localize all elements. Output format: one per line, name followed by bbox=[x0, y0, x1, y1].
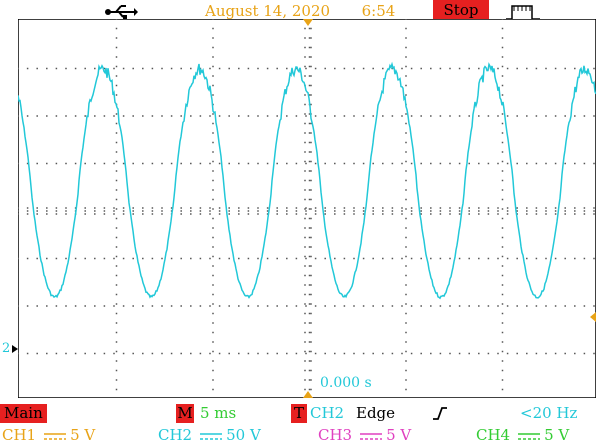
dc-coupling-icon bbox=[360, 433, 383, 440]
ch2-marker-arrow-icon bbox=[12, 345, 18, 353]
ch2-label: CH2 bbox=[158, 426, 193, 444]
run-stop-indicator[interactable]: Stop bbox=[433, 0, 489, 21]
ch3-scale[interactable]: CH3 5 V bbox=[318, 426, 411, 445]
trigger-position-marker bbox=[303, 19, 313, 26]
trigger-position-marker-bottom bbox=[303, 391, 313, 398]
ch2-scale[interactable]: CH2 50 V bbox=[158, 426, 261, 445]
frequency-readout: <20 Hz bbox=[520, 404, 578, 422]
ch2-ground-marker: 2 bbox=[2, 341, 11, 356]
main-timebase-button[interactable]: Main bbox=[0, 404, 47, 423]
ch4-scale[interactable]: CH4 5 V bbox=[476, 426, 569, 445]
ch4-label: CH4 bbox=[476, 426, 511, 444]
trigger-source[interactable]: CH2 bbox=[310, 404, 345, 422]
trigger-type[interactable]: Edge bbox=[356, 404, 396, 422]
channel-scale-row: CH1 5 V CH2 50 V CH3 5 V CH4 5 V bbox=[0, 426, 600, 445]
status-row: Main M 5 ms T CH2 Edge <20 Hz bbox=[0, 404, 600, 424]
dc-coupling-icon bbox=[44, 433, 67, 440]
timebase-value[interactable]: 5 ms bbox=[200, 404, 237, 422]
ch1-scale[interactable]: CH1 5 V bbox=[2, 426, 95, 445]
dc-coupling-icon bbox=[518, 433, 541, 440]
dc-coupling-icon bbox=[200, 433, 223, 440]
trigger-tag: T bbox=[291, 404, 307, 423]
date-label: August 14, 2020 bbox=[205, 2, 331, 20]
rising-edge-icon bbox=[433, 407, 447, 420]
ch3-label: CH3 bbox=[318, 426, 353, 444]
usb-icon bbox=[105, 5, 138, 19]
timebase-tag: M bbox=[176, 404, 194, 423]
ch2-scale-value: 50 V bbox=[226, 426, 261, 444]
waveform-display[interactable] bbox=[18, 19, 596, 398]
ch1-scale-value: 5 V bbox=[70, 426, 96, 444]
ch3-scale-value: 5 V bbox=[386, 426, 412, 444]
trigger-level-marker bbox=[590, 312, 596, 322]
graticule-grid bbox=[18, 19, 595, 391]
ch1-label: CH1 bbox=[2, 426, 37, 444]
ch2-waveform-trace bbox=[18, 61, 596, 300]
time-offset-label: 0.000 s bbox=[320, 375, 372, 391]
date-time-display: August 14, 2020 6:54 bbox=[205, 2, 395, 20]
ch4-scale-value: 5 V bbox=[544, 426, 570, 444]
time-label: 6:54 bbox=[361, 2, 396, 20]
